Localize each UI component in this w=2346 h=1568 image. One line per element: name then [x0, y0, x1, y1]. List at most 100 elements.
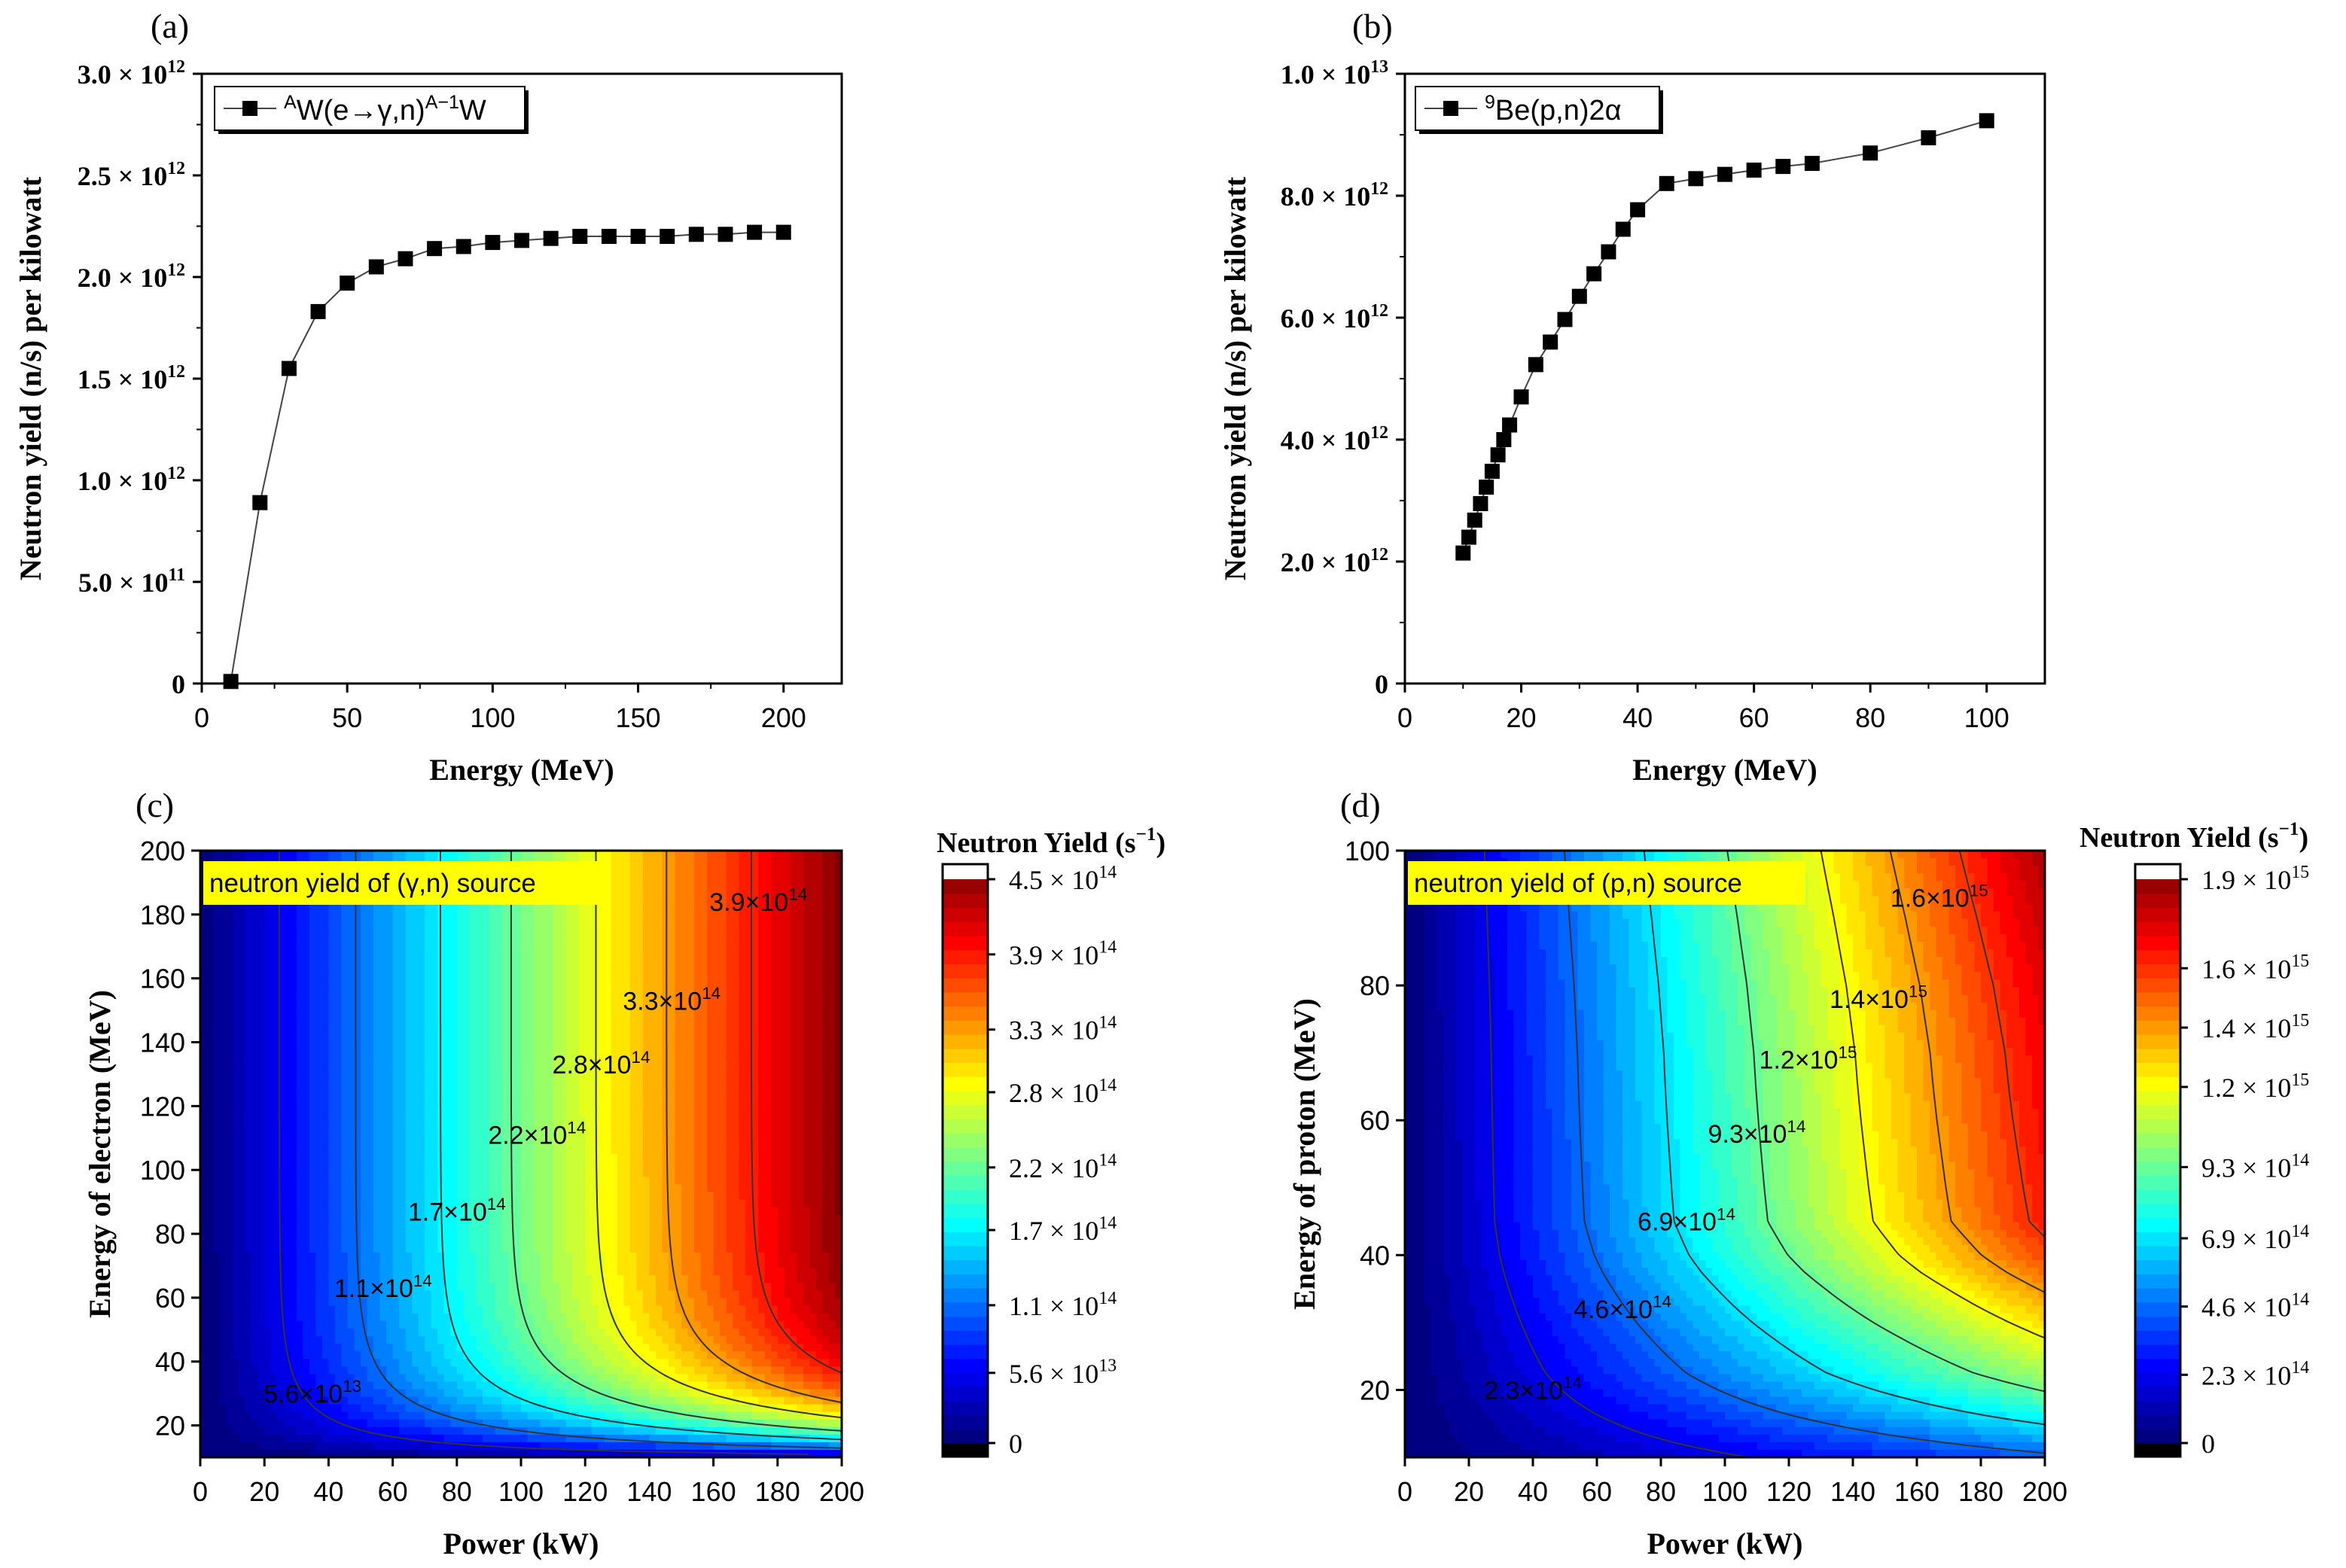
heat-cell: [386, 1070, 394, 1079]
heat-cell: [611, 1184, 618, 1192]
heat-cell: [277, 1207, 285, 1216]
heat-cell: [611, 858, 618, 866]
heat-cell: [405, 1063, 413, 1071]
heat-cell: [213, 1108, 221, 1117]
heat-cell: [809, 1032, 817, 1041]
heat-cell: [527, 1040, 535, 1049]
heat-cell: [315, 948, 323, 958]
heat-cell: [745, 888, 753, 897]
heat-cell: [200, 1063, 208, 1071]
heat-cell: [501, 1017, 509, 1026]
y-tick-label: 2.5 × 1012: [78, 159, 185, 191]
heat-cell: [565, 903, 573, 912]
heat-cell: [514, 941, 522, 950]
heat-cell: [803, 1078, 810, 1086]
heat-cell: [206, 1146, 214, 1155]
heat-cell: [675, 1093, 682, 1102]
heat-cell: [720, 1199, 727, 1208]
heat-cell: [514, 1177, 522, 1185]
heat-cell: [636, 1192, 644, 1201]
heat-cell: [245, 972, 252, 980]
heat-cell: [257, 911, 265, 920]
heat-cell: [514, 926, 522, 935]
heat-cell: [257, 1025, 265, 1034]
heat-cell: [425, 1040, 432, 1049]
heat-cell: [251, 1032, 259, 1041]
heat-cell: [418, 1169, 425, 1177]
data-point: [1496, 432, 1512, 447]
heat-cell: [463, 1108, 471, 1117]
heat-cell: [315, 987, 323, 996]
heat-cell: [482, 1040, 489, 1049]
data-point: [660, 229, 675, 244]
heat-cell: [675, 1101, 682, 1110]
heat-cell: [309, 1192, 316, 1201]
heat-cell: [777, 888, 785, 897]
heat-cell: [764, 1101, 772, 1110]
heat-cell: [733, 1199, 740, 1208]
heat-cell: [790, 1070, 797, 1079]
heat-cell: [611, 979, 618, 988]
heat-cell: [399, 994, 407, 1003]
heat-cell: [694, 1177, 702, 1185]
heat-cell: [784, 1116, 791, 1125]
heat-cell: [629, 1154, 637, 1162]
heat-cell: [636, 896, 644, 905]
heat-cell: [694, 1184, 702, 1192]
heat-cell: [598, 1207, 605, 1216]
heat-cell: [720, 911, 727, 920]
heat-cell: [681, 1040, 689, 1049]
heat-cell: [668, 957, 676, 965]
heat-cell: [245, 926, 252, 935]
heat-cell: [803, 1146, 810, 1155]
heat-cell: [758, 1093, 766, 1102]
heat-cell: [239, 926, 246, 935]
heat-cell: [251, 1146, 259, 1155]
heat-cell: [534, 1199, 541, 1208]
heat-cell: [315, 957, 323, 965]
heat-cell: [668, 1093, 676, 1102]
heat-cell: [456, 1131, 464, 1140]
heat-cell: [623, 1184, 631, 1192]
heat-cell: [232, 972, 239, 980]
heat-cell: [379, 1146, 387, 1155]
heat-cell: [809, 1070, 817, 1079]
heat-cell: [745, 1055, 753, 1064]
heat-cell: [764, 1093, 772, 1102]
heat-cell: [835, 1101, 842, 1110]
heat-cell: [803, 1154, 810, 1162]
heat-cell: [290, 1177, 297, 1185]
heat-cell: [758, 1146, 766, 1155]
heat-cell: [232, 1047, 239, 1056]
heat-cell: [315, 1009, 323, 1018]
heat-cell: [456, 979, 464, 988]
heat-cell: [777, 1032, 785, 1041]
heat-cell: [206, 933, 214, 942]
heat-cell: [431, 957, 438, 965]
heat-cell: [303, 1032, 310, 1041]
heat-cell: [469, 933, 477, 942]
heat-cell: [534, 1123, 541, 1132]
heat-cell: [290, 1101, 297, 1110]
heat-cell: [815, 1154, 824, 1162]
heat-cell: [321, 1154, 329, 1162]
heat-cell: [764, 1040, 772, 1049]
heat-cell: [745, 1154, 753, 1162]
heat-cell: [687, 1085, 695, 1094]
heat-cell: [623, 1169, 631, 1177]
heat-cell: [720, 1146, 727, 1155]
heat-cell: [681, 1192, 689, 1201]
heat-cell: [264, 933, 272, 942]
heat-cell: [733, 1207, 740, 1216]
heat-cell: [463, 979, 471, 988]
heat-cell: [226, 1116, 233, 1125]
heat-cell: [514, 1214, 522, 1223]
heat-cell: [534, 1093, 541, 1102]
heat-cell: [617, 1009, 624, 1018]
heat-cell: [309, 941, 316, 950]
heat-cell: [251, 1108, 259, 1117]
heat-cell: [296, 1108, 303, 1117]
heat-cell: [367, 1169, 374, 1177]
heat-cell: [514, 1002, 522, 1011]
heat-cell: [828, 1199, 836, 1208]
